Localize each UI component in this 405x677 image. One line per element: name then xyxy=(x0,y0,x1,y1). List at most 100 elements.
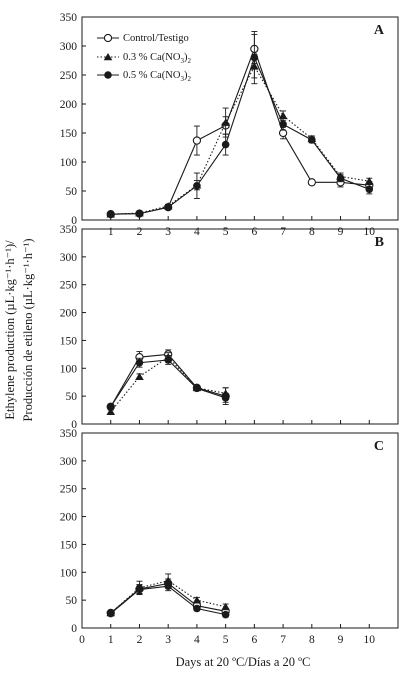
x-tick-label-C-8: 8 xyxy=(309,634,315,646)
panel-C-series xyxy=(106,573,230,619)
y-tick-label-B-350: 350 xyxy=(60,224,78,236)
marks-layer xyxy=(106,31,374,619)
panel-A-axes: 0 50 100 150 200 250 300 350 1 2 3 4 5 6 7 8 9 10 A xyxy=(60,12,399,238)
point-A-2-3 xyxy=(193,181,201,190)
y-axis-label-line1: Ethylene production (µL·kg⁻¹·h⁻¹)/ xyxy=(3,240,17,420)
point-B-2-4 xyxy=(221,394,230,402)
x-tick-label-A-9: 9 xyxy=(338,226,344,238)
y-tick-label-C-250: 250 xyxy=(60,484,78,496)
point-C-2-1 xyxy=(135,585,144,594)
y-tick-label-B-0: 0 xyxy=(71,419,77,431)
y-tick-label-A-350: 350 xyxy=(60,12,78,24)
y-tick-label-A-250: 250 xyxy=(60,70,78,82)
x-tick-label-A-7: 7 xyxy=(280,226,286,238)
panel-C-axes: 0 50 100 150 200 250 300 350 0 1 2 3 4 5 6 7 8 9 10 C xyxy=(60,428,399,646)
x-tick-label-A-6: 6 xyxy=(251,226,257,238)
y-tick-label-A-50: 50 xyxy=(66,186,78,198)
x-tick-label-A-5: 5 xyxy=(223,226,229,238)
panel-A-frame xyxy=(81,16,399,221)
series-A-2 xyxy=(106,31,374,218)
x-tick-label-A-1: 1 xyxy=(108,226,114,238)
point-A-2-4 xyxy=(221,140,230,149)
y-tick-label-A-200: 200 xyxy=(60,99,78,111)
series-line-A-2 xyxy=(110,56,370,215)
point-A-2-7 xyxy=(308,136,316,144)
series-C-1 xyxy=(106,573,230,617)
series-B-2 xyxy=(106,355,230,411)
x-tick-label-C-7: 7 xyxy=(280,634,286,646)
y-tick-label-C-50: 50 xyxy=(66,595,78,607)
point-A-2-1 xyxy=(135,209,144,218)
y-tick-label-B-200: 200 xyxy=(60,308,78,320)
legend-marker-0.3 xyxy=(103,53,113,61)
point-C-2-2 xyxy=(164,582,172,591)
y-tick-label-A-0: 0 xyxy=(71,215,77,227)
x-tick-label-C-4: 4 xyxy=(194,634,200,646)
panel-label-A: A xyxy=(374,23,385,38)
y-tick-label-B-50: 50 xyxy=(66,391,78,403)
series-C-2 xyxy=(106,581,230,619)
point-A-0-3 xyxy=(192,136,202,145)
point-B-1-1 xyxy=(135,372,144,380)
x-tick-label-A-8: 8 xyxy=(309,226,315,238)
legend-marker-control xyxy=(103,33,113,43)
legend-label-control: Control/Testigo xyxy=(123,33,189,44)
x-tick-label-A-10: 10 xyxy=(364,226,376,238)
series-line-A-1 xyxy=(110,65,370,215)
point-C-2-0 xyxy=(106,609,115,618)
y-tick-label-C-0: 0 xyxy=(71,623,77,635)
point-C-1-4 xyxy=(221,602,230,611)
point-A-2-2 xyxy=(164,203,172,212)
panel-B-axes: 0 50 100 150 200 250 300 350 B xyxy=(60,224,399,431)
point-A-2-9 xyxy=(365,185,374,194)
y-tick-label-B-150: 150 xyxy=(60,335,78,347)
point-C-2-3 xyxy=(193,604,201,613)
y-tick-label-C-100: 100 xyxy=(60,567,78,579)
x-tick-label-C-2: 2 xyxy=(137,634,143,646)
x-tick-label-C-3: 3 xyxy=(165,634,171,646)
y-axis-label-line2: Producción de etileno (µL·kg⁻¹·h⁻¹) xyxy=(21,238,35,421)
point-C-2-4 xyxy=(221,610,230,619)
y-tick-label-C-150: 150 xyxy=(60,539,78,551)
x-tick-label-A-3: 3 xyxy=(165,226,171,238)
point-C-1-3 xyxy=(192,596,202,604)
point-A-1-9 xyxy=(364,177,374,185)
x-tick-label-A-4: 4 xyxy=(194,226,200,238)
x-tick-label-A-2: 2 xyxy=(137,226,143,238)
legend-label-0.3: 0.3 % Ca(NO3)2 xyxy=(123,52,191,65)
series-line-B-2 xyxy=(110,359,226,408)
panel-label-B: B xyxy=(375,235,384,250)
point-A-2-5 xyxy=(250,53,259,62)
x-tick-label-C-5: 5 xyxy=(223,634,229,646)
legend: Control/Testigo 0.3 % Ca(NO3)2 0.5 % Ca(… xyxy=(97,33,191,83)
y-tick-label-B-250: 250 xyxy=(60,280,78,292)
y-tick-label-A-100: 100 xyxy=(60,157,78,169)
x-axis-label: Days at 20 ºC/Días a 20 ºC xyxy=(176,655,311,669)
point-A-1-4 xyxy=(221,118,230,126)
series-line-B-1 xyxy=(110,356,226,413)
point-A-2-0 xyxy=(106,210,115,218)
point-B-2-2 xyxy=(164,356,172,364)
point-B-1-0 xyxy=(106,407,116,416)
x-tick-label-C-6: 6 xyxy=(251,634,257,646)
y-tick-label-C-300: 300 xyxy=(60,456,78,468)
panel-A-series xyxy=(106,31,374,219)
legend-label-0.5: 0.5 % Ca(NO3)2 xyxy=(123,70,191,83)
point-B-2-3 xyxy=(193,384,201,393)
panel-B-series xyxy=(106,349,230,416)
point-A-1-6 xyxy=(278,111,288,119)
y-tick-label-C-200: 200 xyxy=(60,512,78,524)
x-tick-label-C-10: 10 xyxy=(364,634,376,646)
legend-marker-0.5 xyxy=(104,71,112,79)
point-B-2-0 xyxy=(106,402,115,411)
panel-C-frame xyxy=(81,432,399,629)
y-tick-label-C-350: 350 xyxy=(60,428,78,440)
point-A-2-6 xyxy=(279,120,287,129)
point-A-0-7 xyxy=(307,178,316,187)
y-tick-label-B-100: 100 xyxy=(60,363,78,375)
panel-B-frame xyxy=(81,228,399,425)
x-tick-label-C-1: 1 xyxy=(108,634,114,646)
x-tick-label-C-0: 0 xyxy=(79,634,85,646)
